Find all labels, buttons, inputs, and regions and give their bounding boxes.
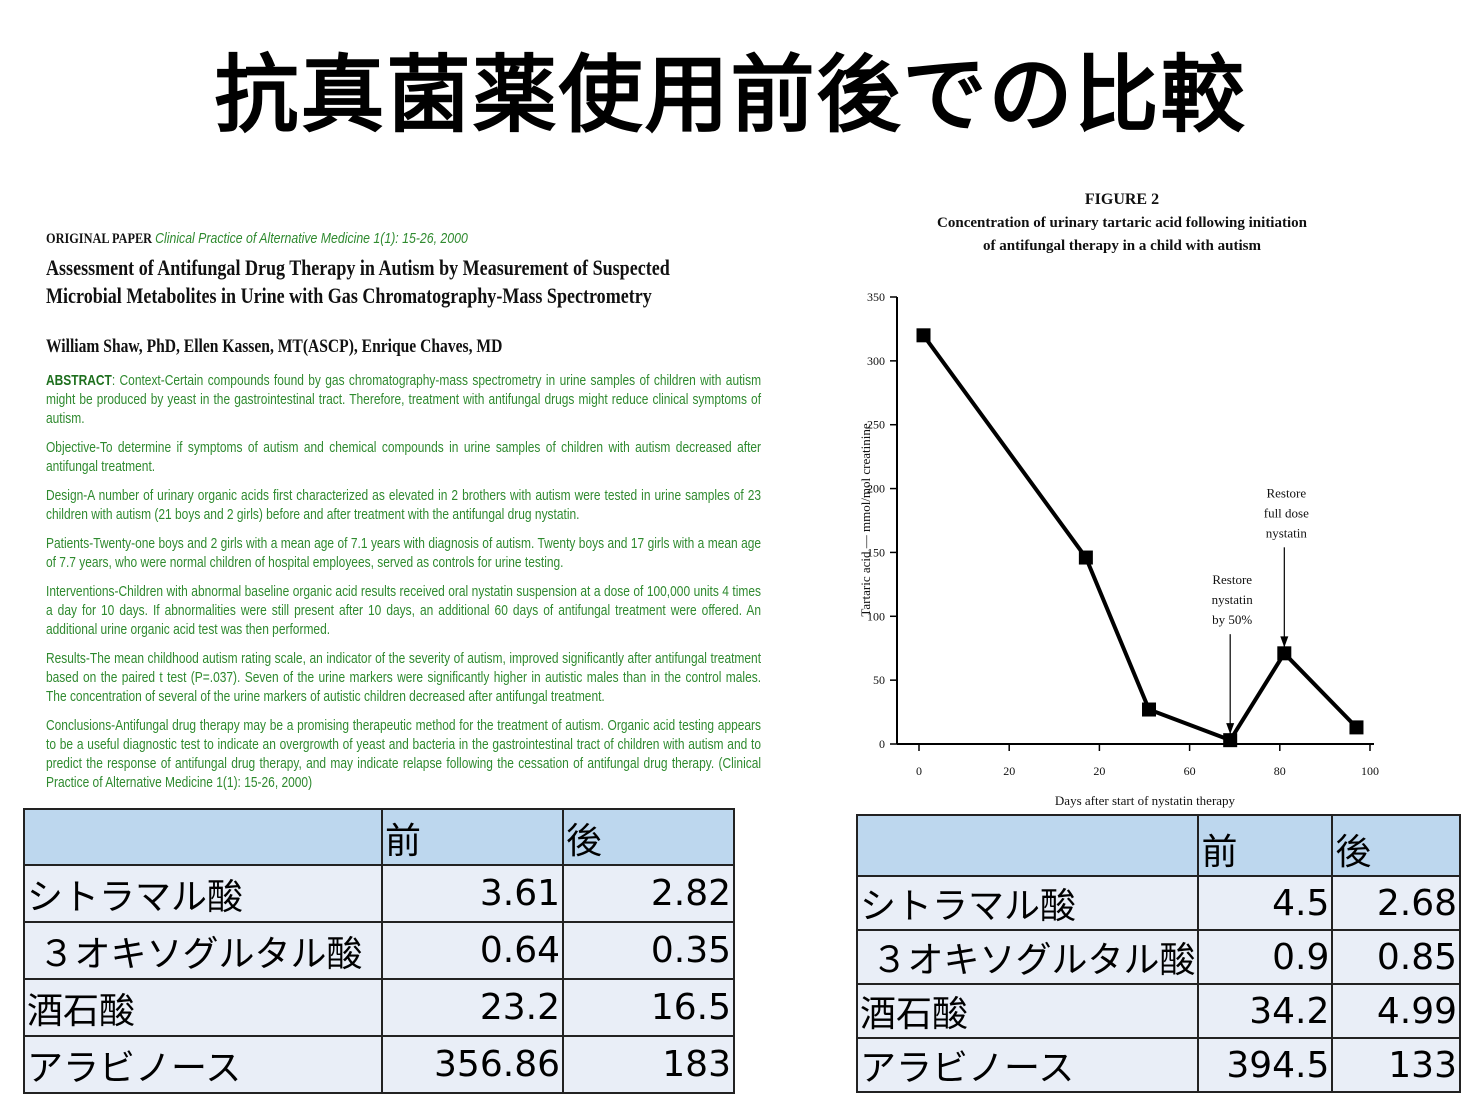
table-row: ３オキソグルタル酸 0.64 0.35 (23, 921, 735, 980)
paragraph: ABSTRACT: Context-Certain compounds foun… (46, 372, 761, 429)
table-cell: ３オキソグルタル酸 (23, 921, 383, 980)
table-cell: 23.2 (381, 978, 564, 1037)
table-cell: 16.5 (562, 978, 735, 1037)
annotation-text: nystatin (1266, 525, 1308, 540)
table-row: シトラマル酸 4.5 2.68 (855, 875, 1461, 931)
table-cell (23, 808, 383, 866)
data-marker (1277, 646, 1292, 661)
x-tick-label: 0 (916, 764, 922, 778)
annotation-text: full dose (1264, 505, 1309, 520)
data-marker (1142, 702, 1157, 717)
table-cell: 183 (562, 1035, 735, 1094)
x-tick-label: 100 (1361, 764, 1379, 778)
annotation-arrowhead (1280, 636, 1289, 648)
x-tick-label: 20 (1093, 764, 1105, 778)
annotation-text: Restore (1212, 572, 1252, 587)
table-row: シトラマル酸 3.61 2.82 (23, 864, 735, 923)
data-table: 前後シトラマル酸 3.61 2.82 ３オキソグルタル酸 0.64 0.35 酒石酸 23.… (23, 808, 735, 1094)
table-cell: 2.68 (1331, 875, 1461, 931)
table-cell: 前 (1197, 814, 1334, 877)
table-cell: 3.61 (381, 864, 564, 923)
figure-title: of antifungal therapy in a child with au… (983, 238, 1261, 254)
table-row: 酒石酸 34.2 4.99 (855, 983, 1461, 1039)
table-cell: アラビノース (23, 1035, 383, 1094)
table-cell: アラビノース (855, 1037, 1200, 1093)
table-cell: 4.99 (1331, 983, 1461, 1039)
paragraph: Objective-To determine if symptoms of au… (46, 440, 762, 475)
data-marker (1078, 550, 1093, 565)
x-tick-label: 60 (1184, 764, 1196, 778)
y-tick-label: 350 (867, 290, 885, 304)
y-tick-label: 300 (867, 354, 885, 368)
table-cell: 133 (1331, 1037, 1461, 1093)
y-tick-label: 50 (873, 673, 885, 687)
table-cell: 0.35 (562, 921, 735, 980)
annotation-arrowhead (1226, 723, 1235, 735)
table-cell: 前 (381, 808, 564, 866)
table-row: アラビノース 394.5 133 (855, 1037, 1461, 1093)
paper-journal: Clinical Practice of Alternative Medicin… (155, 230, 468, 247)
table-cell: 酒石酸 (23, 978, 383, 1037)
header-row: 前後 (855, 814, 1461, 877)
figure-label: FIGURE 2 (1085, 191, 1159, 208)
paragraph: Conclusions-Antifungal drug therapy may … (46, 718, 762, 791)
data-marker (1223, 733, 1238, 748)
table-cell (855, 814, 1200, 877)
paragraph: Results-The mean childhood autism rating… (46, 651, 762, 705)
paper-title: Assessment of Antifungal Drug Therapy in… (46, 255, 670, 308)
annotation-text: by 50% (1212, 612, 1252, 627)
table-cell: ３オキソグルタル酸 (855, 929, 1200, 985)
paragraph: Interventions-Children with abnormal bas… (46, 584, 762, 638)
y-tick-label: 100 (867, 609, 885, 623)
table-row: アラビノース 356.86 183 (23, 1035, 735, 1094)
table-cell: 酒石酸 (855, 983, 1200, 1039)
chart: FIGURE 2 Concentration of urinary tartari… (858, 191, 1379, 808)
table-cell: シトラマル酸 (855, 875, 1200, 931)
x-tick-label: 80 (1274, 764, 1286, 778)
abstract-text: : Context-Certain compounds found by gas… (46, 373, 762, 427)
table-cell: 後 (562, 808, 735, 866)
paper-label: ORIGINAL PAPER (46, 231, 153, 247)
annotation-text: nystatin (1212, 592, 1254, 607)
y-tick-label: 200 (867, 482, 885, 496)
data-marker (916, 328, 931, 343)
abstract-label: ABSTRACT (46, 373, 112, 389)
data-table: 前後シトラマル酸 4.5 2.68 ３オキソグルタル酸 0.9 0.85 酒石酸 34.2 4… (855, 814, 1461, 1093)
table-cell: シトラマル酸 (23, 864, 383, 923)
y-tick-label: 250 (867, 418, 885, 432)
paragraph: Patients-Twenty-one boys and 2 girls wit… (46, 536, 762, 571)
paper-kicker: ORIGINAL PAPER Clinical Practice of Alte… (46, 230, 761, 248)
x-tick-label: 20 (1003, 764, 1015, 778)
y-tick-label: 0 (879, 737, 885, 751)
table-cell: 後 (1331, 814, 1461, 877)
table-cell: 0.64 (381, 921, 564, 980)
table-cell: 0.9 (1197, 929, 1334, 985)
slide-title: 抗真菌薬使用前後での比較 (214, 46, 1247, 144)
paper-excerpt: ORIGINAL PAPER Clinical Practice of Alte… (46, 230, 761, 793)
table-row: ３オキソグルタル酸 0.9 0.85 (855, 929, 1461, 985)
paper-authors: William Shaw, PhD, Ellen Kassen, MT(ASCP… (46, 336, 503, 357)
header-row: 前後 (23, 808, 735, 866)
paragraph: Design-A number of urinary organic acids… (46, 488, 762, 523)
data-marker (1349, 720, 1364, 735)
annotation-text: Restore (1266, 485, 1306, 500)
table-cell: 4.5 (1197, 875, 1334, 931)
y-tick-label: 150 (867, 545, 885, 559)
table-row: 酒石酸 23.2 16.5 (23, 978, 735, 1037)
table-cell: 356.86 (381, 1035, 564, 1094)
table-cell: 2.82 (562, 864, 735, 923)
y-axis-label: Tartaric acid — mmol/mol creatinine (858, 423, 873, 617)
figure-title: Concentration of urinary tartaric acid f… (937, 215, 1308, 231)
table-cell: 394.5 (1197, 1037, 1334, 1093)
table-cell: 0.85 (1331, 929, 1461, 985)
data-line (921, 334, 1358, 743)
table-cell: 34.2 (1197, 983, 1334, 1039)
x-axis-label: Days after start of nystatin therapy (1055, 793, 1236, 808)
